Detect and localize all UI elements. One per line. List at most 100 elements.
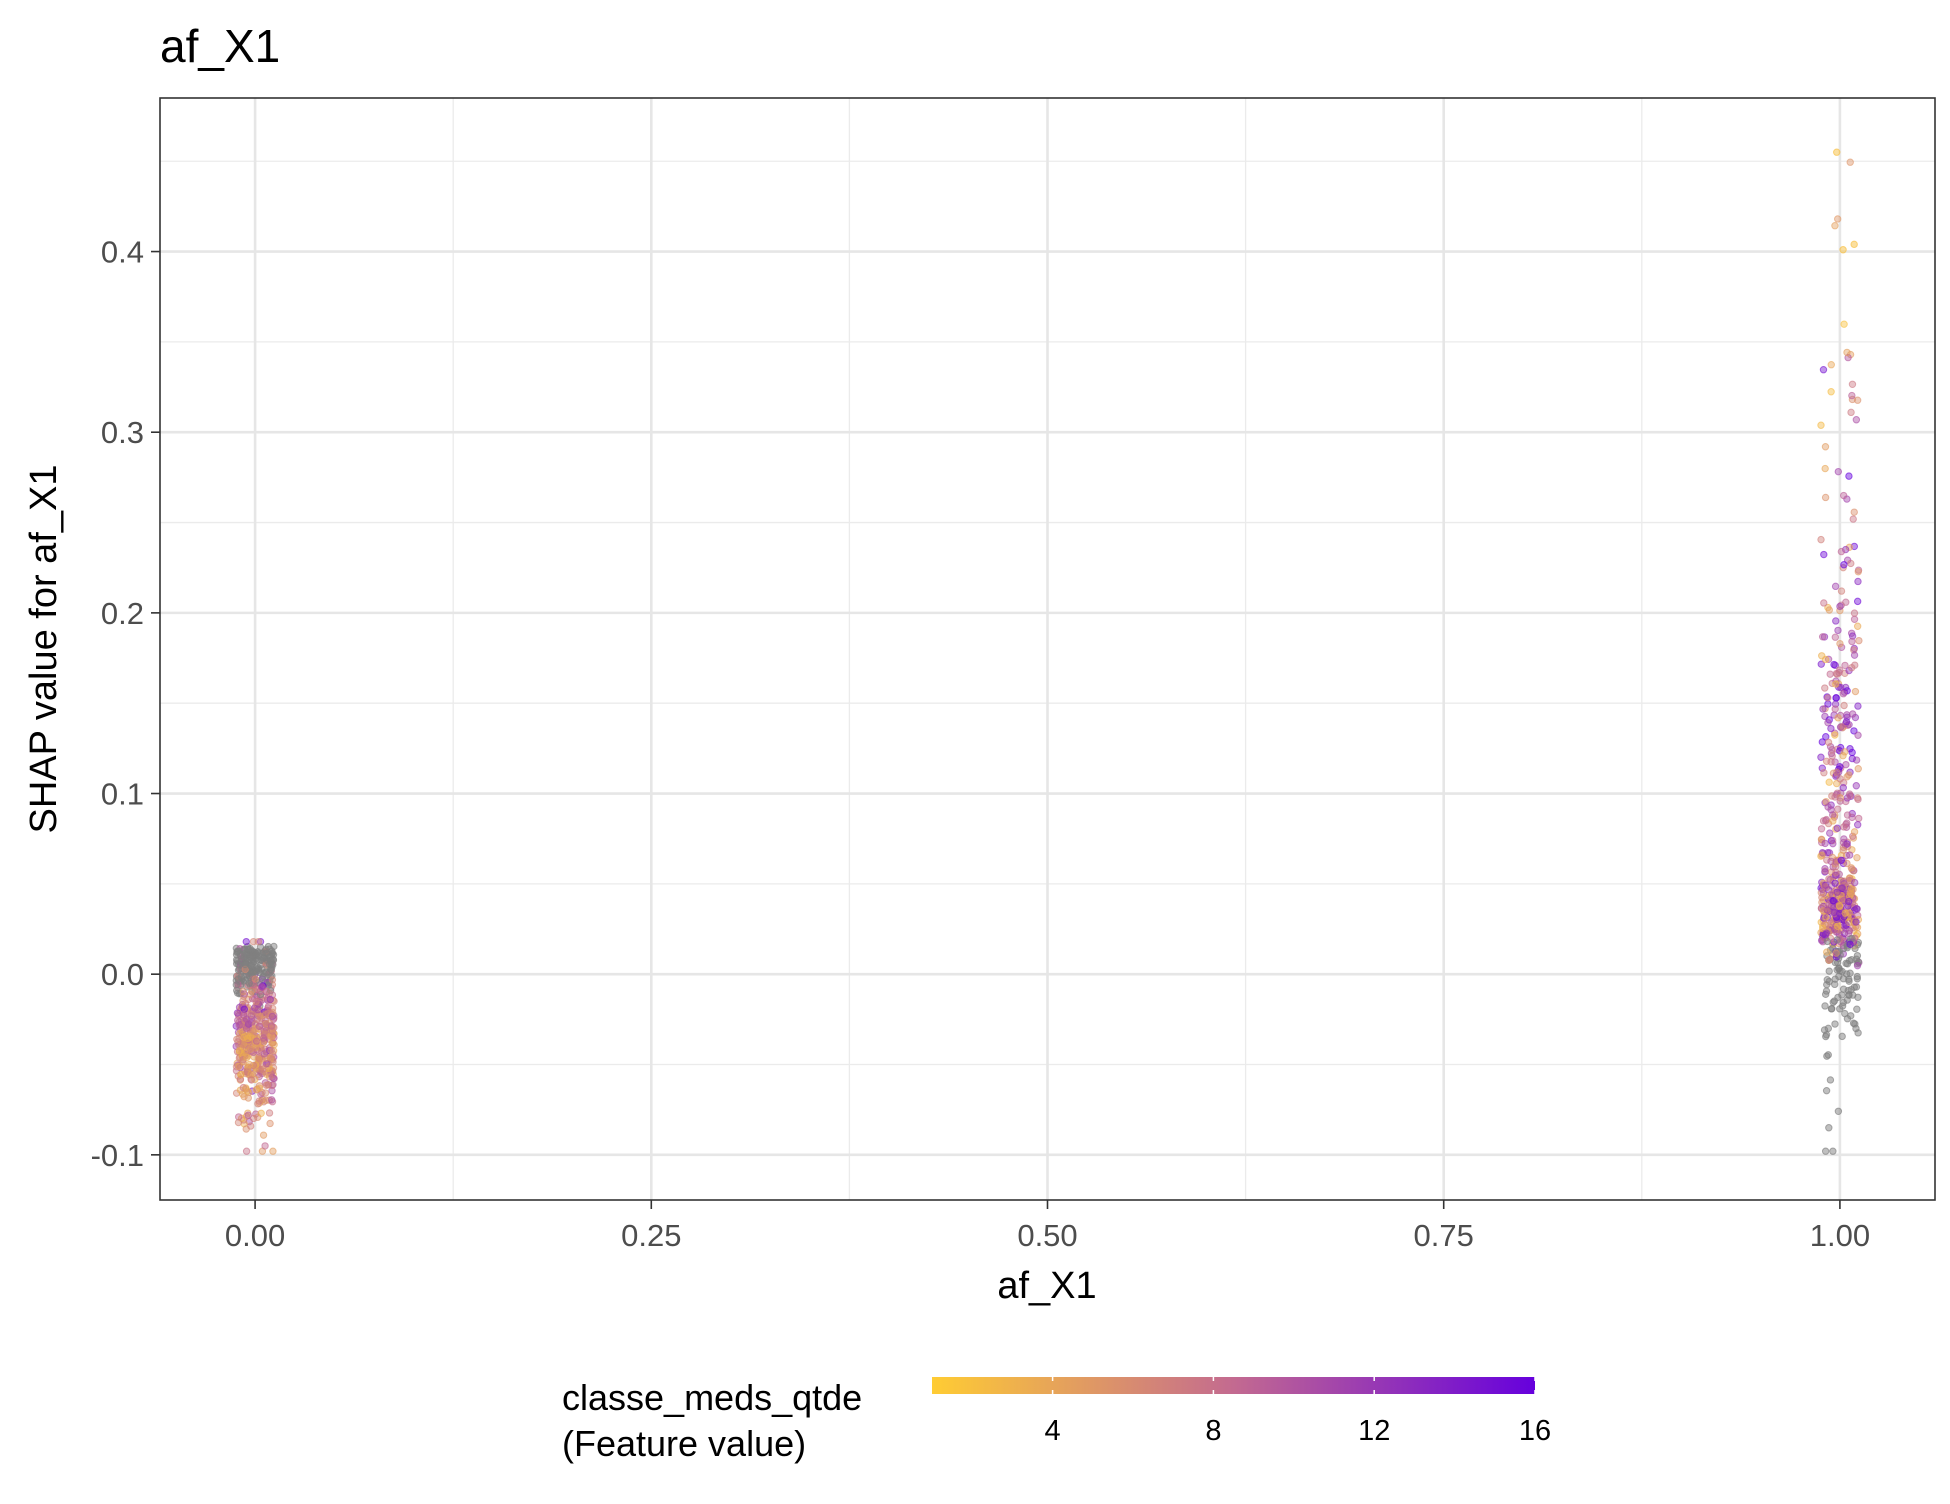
scatter-point: [1846, 887, 1854, 896]
scatter-point: [237, 973, 246, 981]
legend-title-line-1: classe_meds_qtde: [562, 1377, 862, 1418]
scatter-point: [1821, 883, 1830, 891]
scatter-point: [1831, 863, 1840, 871]
scatter-point: [265, 1109, 274, 1117]
x-axis: 0.00 0.25 0.50 0.75 1.00: [225, 1200, 1870, 1253]
scatter-point: [1842, 717, 1851, 726]
scatter-point: [1842, 760, 1850, 769]
scatter-point: [266, 995, 275, 1004]
scatter-point: [1836, 797, 1844, 805]
scatter-point: [234, 1118, 243, 1127]
scatter-point: [242, 937, 250, 946]
scatter-point: [1850, 609, 1859, 617]
scatter-point: [1824, 1024, 1832, 1033]
scatter-point: [1823, 976, 1831, 984]
scatter-point: [265, 960, 274, 968]
scatter-point: [1845, 975, 1853, 983]
scatter-point: [1853, 853, 1861, 862]
scatter-point: [1834, 805, 1842, 813]
scatter-point: [1817, 421, 1825, 429]
scatter-point: [1834, 467, 1843, 476]
scatter-point: [1837, 683, 1845, 692]
y-tick-label: 0.2: [101, 596, 144, 631]
scatter-point: [1846, 940, 1854, 949]
x-axis-label: af_X1: [997, 1265, 1096, 1307]
scatter-point: [1851, 661, 1859, 669]
scatter-point: [1817, 889, 1825, 897]
scatter-point: [1853, 1005, 1861, 1013]
scatter-point: [1843, 348, 1851, 357]
scatter-point: [251, 975, 260, 983]
scatter-point: [239, 1055, 247, 1064]
scatter-point: [1835, 901, 1844, 910]
scatter-point: [1821, 1147, 1830, 1155]
scatter-point: [235, 1047, 244, 1055]
scatter-point: [1821, 839, 1829, 848]
scatter-point: [1848, 754, 1856, 763]
scatter-point: [1847, 559, 1855, 568]
scatter-point: [1841, 748, 1849, 756]
scatter-point: [268, 1012, 277, 1021]
scatter-point: [1829, 897, 1837, 905]
scatter-point: [1817, 904, 1826, 912]
scatter-point: [242, 1085, 250, 1093]
scatter-point: [1827, 806, 1835, 814]
scatter-point: [1825, 955, 1834, 964]
scatter-point: [249, 1114, 258, 1123]
scatter-point: [1831, 633, 1840, 641]
scatter-point: [249, 937, 258, 946]
scatter-point: [1825, 606, 1834, 614]
scatter-point: [1855, 636, 1863, 645]
scatter-point: [1819, 705, 1827, 713]
scatter-point: [258, 949, 266, 958]
scatter-point: [1831, 705, 1839, 713]
scatter-point: [1854, 795, 1862, 804]
scatter-point: [1832, 694, 1840, 702]
scatter-point: [1829, 817, 1837, 825]
scatter-point: [248, 987, 256, 995]
scatter-point: [1826, 1076, 1835, 1084]
scatter-point: [1848, 380, 1857, 388]
scatter-point: [259, 1034, 268, 1042]
scatter-point: [1822, 987, 1831, 995]
scatter-point: [1835, 909, 1844, 918]
scatter-point: [1828, 752, 1836, 760]
scatter-point: [1839, 491, 1848, 500]
scatter-point: [261, 1142, 269, 1150]
scatter-point: [268, 1056, 277, 1064]
scatter-point: [1819, 366, 1828, 374]
scatter-point: [1838, 967, 1846, 976]
scatter-point: [1821, 464, 1829, 473]
scatter-point: [1832, 868, 1840, 877]
scatter-point: [242, 1147, 251, 1155]
scatter-point: [1836, 775, 1844, 783]
scatter-point: [1830, 908, 1838, 917]
scatter-point: [264, 1081, 272, 1089]
scatter-point: [1821, 684, 1829, 692]
scatter-point: [1854, 821, 1862, 829]
scatter-point: [1821, 1002, 1829, 1010]
scatter-point: [1839, 846, 1847, 854]
scatter-point: [240, 1005, 249, 1013]
scatter-point: [1818, 652, 1826, 660]
scatter-point: [259, 1131, 268, 1139]
scatter-point: [1825, 1124, 1833, 1132]
scatter-point: [255, 1055, 263, 1063]
scatter-point: [1823, 937, 1832, 946]
scatter-point: [1838, 1032, 1846, 1041]
legend-title-line-2: (Feature value): [562, 1423, 806, 1464]
scatter-point: [1822, 1086, 1831, 1095]
scatter-point: [1820, 599, 1828, 607]
scatter-point: [1852, 416, 1861, 424]
scatter-point: [1822, 929, 1831, 937]
scatter-point: [1818, 633, 1827, 641]
x-tick-label: 0.75: [1414, 1218, 1474, 1253]
scatter-point: [1833, 768, 1841, 776]
x-tick-label: 0.50: [1017, 1218, 1077, 1253]
scatter-point: [1837, 587, 1846, 595]
scatter-point: [1834, 1107, 1843, 1115]
scatter-point: [1853, 972, 1861, 981]
scatter-point: [253, 1015, 261, 1024]
